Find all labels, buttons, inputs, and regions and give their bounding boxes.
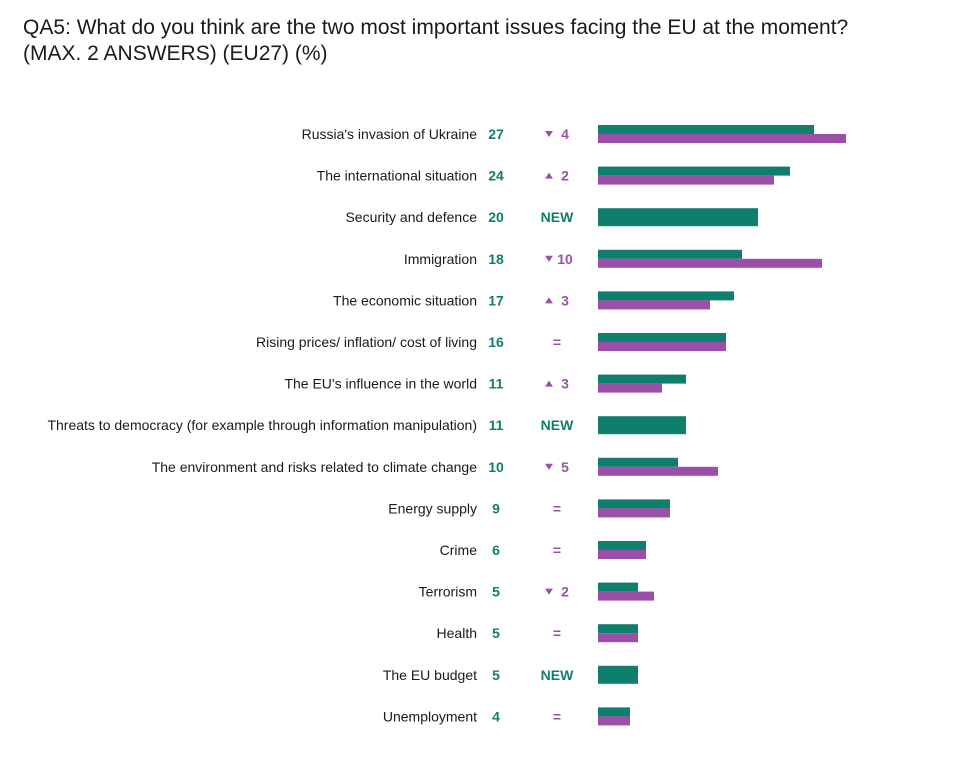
bar-current xyxy=(598,249,742,259)
value-label: 5 xyxy=(492,625,500,641)
change-new-label: NEW xyxy=(541,417,574,433)
value-label: 5 xyxy=(492,584,500,600)
category-label: The international situation xyxy=(317,168,477,184)
value-label: 20 xyxy=(488,209,504,225)
category-label: Terrorism xyxy=(419,584,477,600)
category-label: The environment and risks related to cli… xyxy=(152,459,477,475)
category-label: Crime xyxy=(440,542,478,558)
bar-previous xyxy=(598,175,774,185)
bar-previous xyxy=(598,716,630,726)
category-label: The EU budget xyxy=(383,667,477,683)
change-new-label: NEW xyxy=(541,209,574,225)
bar-current xyxy=(598,333,726,342)
change-down-icon xyxy=(545,463,553,470)
value-label: 10 xyxy=(488,459,504,475)
change-equal-label: = xyxy=(553,542,561,558)
bar-previous xyxy=(598,508,670,518)
change-down-icon xyxy=(545,588,553,595)
category-label: Threats to democracy (for example throug… xyxy=(47,417,477,433)
bar-current xyxy=(598,208,758,227)
category-label: Immigration xyxy=(404,251,477,267)
bar-previous xyxy=(598,300,710,310)
change-value-label: 4 xyxy=(561,126,569,142)
value-label: 27 xyxy=(488,126,504,142)
change-down-icon xyxy=(545,255,553,262)
change-up-icon xyxy=(545,172,553,179)
change-new-label: NEW xyxy=(541,667,574,683)
bar-previous xyxy=(598,633,638,643)
value-label: 6 xyxy=(492,542,500,558)
change-value-label: 3 xyxy=(561,292,569,308)
category-label: Health xyxy=(437,625,477,641)
value-label: 5 xyxy=(492,667,500,683)
value-label: 17 xyxy=(488,292,504,308)
value-label: 18 xyxy=(488,251,504,267)
bar-current xyxy=(598,499,670,509)
value-label: 11 xyxy=(489,376,504,392)
change-up-icon xyxy=(545,297,553,304)
category-label: The economic situation xyxy=(333,292,477,308)
change-value-label: 10 xyxy=(557,251,573,267)
bar-previous xyxy=(598,342,726,351)
change-equal-label: = xyxy=(553,625,561,641)
category-label: Security and defence xyxy=(345,209,477,225)
bar-current xyxy=(598,125,814,134)
change-equal-label: = xyxy=(553,334,561,350)
bar-current xyxy=(598,582,638,592)
category-label: Rising prices/ inflation/ cost of living xyxy=(256,334,477,350)
change-value-label: 3 xyxy=(561,376,569,392)
bar-current xyxy=(598,166,790,176)
bar-previous xyxy=(598,591,654,601)
change-down-icon xyxy=(545,131,553,137)
bar-previous xyxy=(598,466,718,476)
bar-previous xyxy=(598,383,662,393)
change-value-label: 5 xyxy=(561,459,569,475)
category-label: The EU's influence in the world xyxy=(284,376,477,392)
bar-previous xyxy=(598,134,846,143)
change-up-icon xyxy=(545,380,553,387)
change-equal-label: = xyxy=(553,500,561,516)
value-label: 24 xyxy=(488,168,504,184)
bar-current xyxy=(598,707,630,717)
category-label: Energy supply xyxy=(388,500,477,516)
chart-title-line-1: QA5: What do you think are the two most … xyxy=(23,16,849,39)
bar-current xyxy=(598,541,646,550)
bar-current xyxy=(598,374,686,384)
bar-current xyxy=(598,624,638,634)
value-label: 4 xyxy=(492,708,500,724)
change-value-label: 2 xyxy=(561,584,569,600)
bar-previous xyxy=(598,550,646,559)
bar-current xyxy=(598,291,734,301)
value-label: 16 xyxy=(488,334,504,350)
bar-previous xyxy=(598,258,822,268)
category-label: Unemployment xyxy=(383,708,477,724)
bar-current xyxy=(598,416,686,435)
bar-current xyxy=(598,457,678,467)
bar-current xyxy=(598,665,638,684)
value-label: 9 xyxy=(492,500,500,516)
change-value-label: 2 xyxy=(561,168,569,184)
chart-title-line-2: (MAX. 2 ANSWERS) (EU27) (%) xyxy=(23,42,328,65)
category-label: Russia's invasion of Ukraine xyxy=(302,126,478,142)
value-label: 11 xyxy=(489,417,504,433)
change-equal-label: = xyxy=(553,708,561,724)
